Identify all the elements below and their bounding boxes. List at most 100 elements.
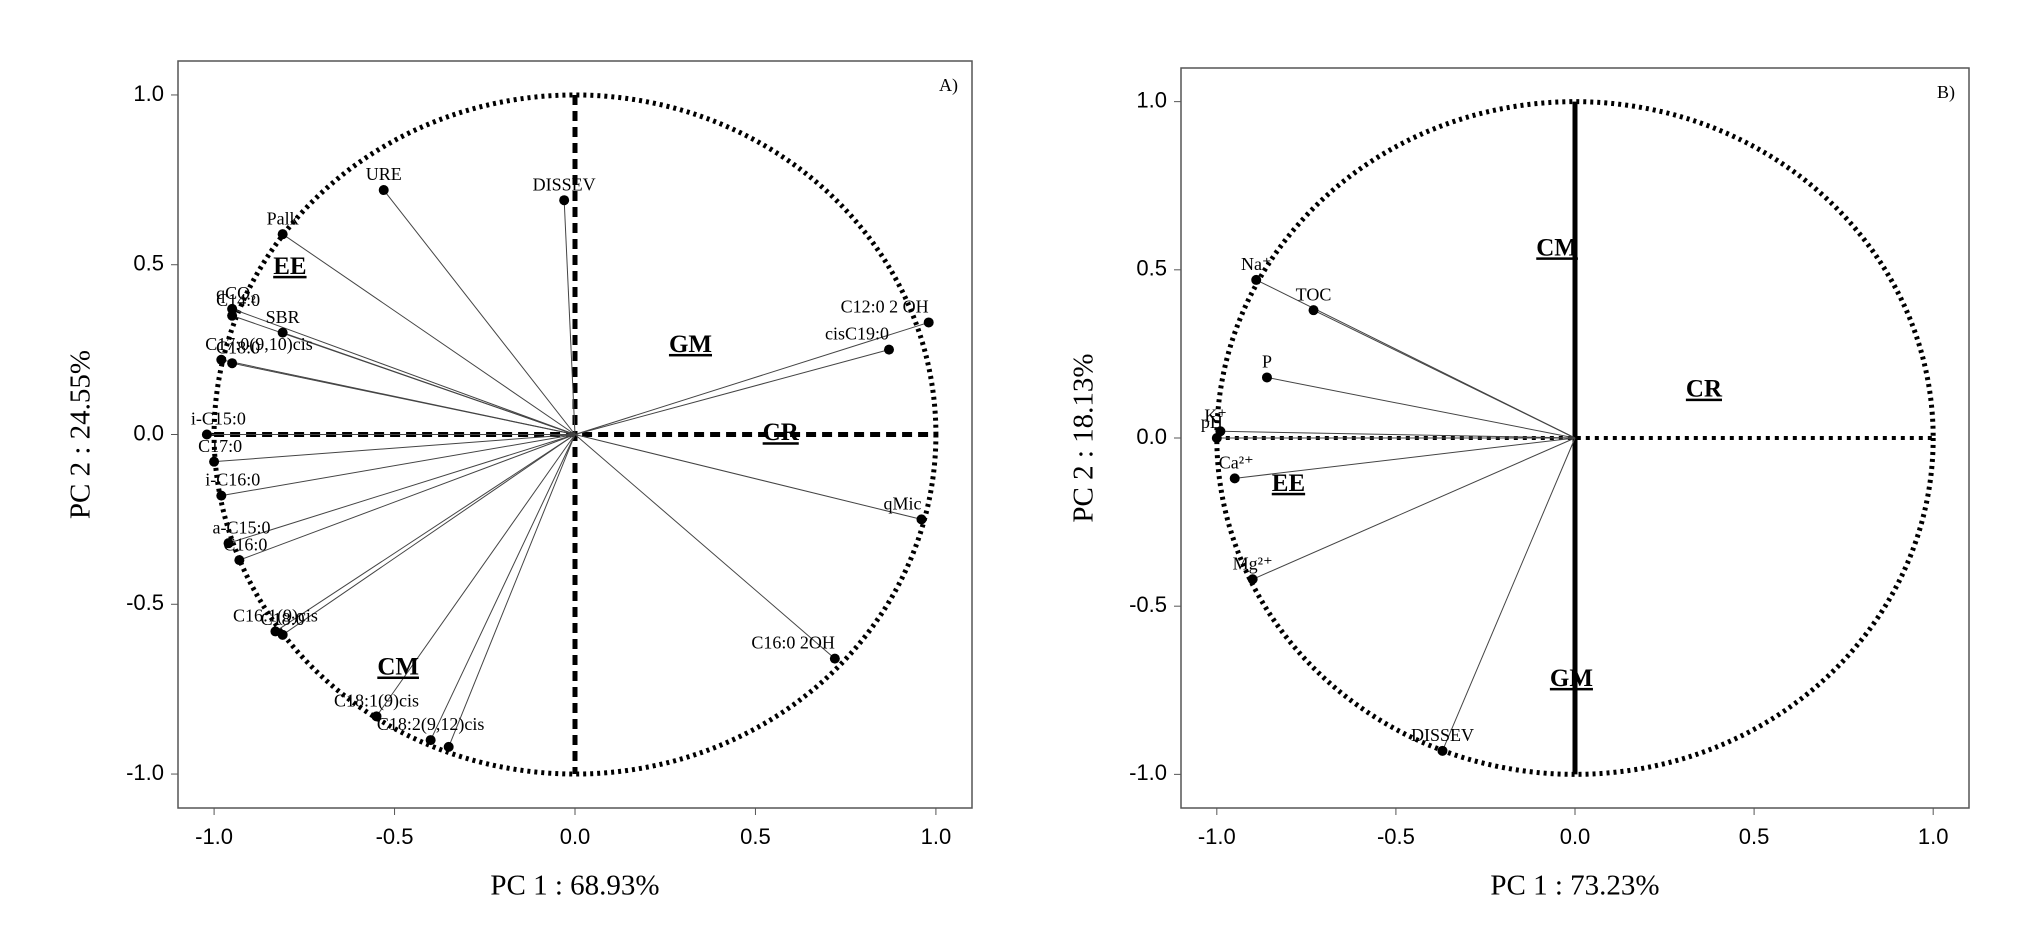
x-tick-label: 0.0 bbox=[560, 824, 591, 849]
x-tick-label: 0.0 bbox=[1560, 824, 1591, 849]
loading-vector bbox=[1220, 430, 1576, 439]
loading-point bbox=[227, 358, 238, 369]
loading-point bbox=[1308, 305, 1319, 316]
loading-vector bbox=[239, 434, 576, 561]
loading-vector bbox=[275, 434, 576, 632]
x-tick-label: 0.5 bbox=[740, 824, 771, 849]
y-tick-label: 0.0 bbox=[1136, 424, 1167, 449]
point-label: Palk bbox=[267, 208, 299, 228]
loading-point bbox=[1211, 433, 1222, 443]
y-tick-label: 0.5 bbox=[1136, 256, 1167, 281]
x-tick-label: -0.5 bbox=[1377, 824, 1415, 849]
point-label: qMic bbox=[883, 494, 921, 514]
group-label: GM bbox=[669, 331, 712, 358]
point-label: Mg²⁺ bbox=[1233, 553, 1273, 573]
point-label: cisC19:0 bbox=[825, 324, 889, 344]
loading-vector bbox=[232, 362, 576, 435]
panel-label: B) bbox=[1937, 82, 1955, 103]
loading-point bbox=[916, 514, 927, 525]
loading-point bbox=[1251, 274, 1262, 285]
x-tick-label: -0.5 bbox=[376, 824, 414, 849]
x-axis-title: PC 1 : 73.23% bbox=[1490, 870, 1659, 902]
loading-vector bbox=[574, 349, 890, 435]
loading-vector bbox=[221, 434, 576, 497]
loading-vector bbox=[1266, 376, 1576, 439]
loading-vector bbox=[376, 434, 576, 717]
point-label: K⁺ bbox=[1204, 405, 1227, 425]
point-label: qCO₂ bbox=[216, 283, 256, 303]
point-label: C16:1(9)cis bbox=[233, 606, 318, 627]
loading-point bbox=[216, 490, 227, 501]
y-tick-label: -0.5 bbox=[1129, 592, 1167, 617]
y-tick-label: -1.0 bbox=[1129, 760, 1167, 785]
loading-point bbox=[227, 310, 238, 321]
loading-vector bbox=[574, 434, 922, 520]
point-label: SBR bbox=[266, 307, 300, 327]
loading-point bbox=[371, 711, 382, 722]
loading-vector bbox=[383, 189, 576, 435]
point-label: C16:0 bbox=[223, 534, 267, 554]
x-tick-label: -1.0 bbox=[195, 824, 233, 849]
point-label: C17:0 bbox=[198, 436, 242, 456]
loading-vector bbox=[282, 233, 576, 435]
x-tick-label: 0.5 bbox=[1739, 824, 1770, 849]
loading-vector bbox=[282, 434, 576, 636]
loading-vector bbox=[1442, 437, 1576, 752]
loading-vector bbox=[228, 434, 576, 544]
loading-vector bbox=[282, 332, 576, 435]
loading-vector bbox=[231, 308, 576, 435]
point-label: C14:0 bbox=[216, 290, 260, 310]
unit-circle bbox=[1214, 99, 1936, 777]
y-axis-title: PC 2 : 24.55% bbox=[65, 350, 97, 519]
loading-point bbox=[1261, 372, 1272, 383]
point-label: URE bbox=[366, 164, 402, 184]
y-tick-label: -1.0 bbox=[126, 760, 164, 785]
loading-point bbox=[883, 344, 894, 355]
x-axis-title: PC 1 : 68.93% bbox=[490, 870, 659, 902]
group-label: CM bbox=[1536, 234, 1578, 261]
group-label: GM bbox=[1550, 665, 1593, 692]
group-label: CR bbox=[1686, 376, 1723, 403]
loading-vector bbox=[448, 434, 576, 748]
loading-point bbox=[234, 555, 245, 566]
loading-vector bbox=[214, 434, 576, 463]
group-label: CR bbox=[763, 419, 800, 446]
point-label: C18:0 bbox=[261, 609, 305, 629]
x-tick-label: 1.0 bbox=[921, 824, 952, 849]
group-label: CM bbox=[377, 654, 419, 681]
loading-point bbox=[378, 185, 389, 196]
point-label: Na⁺ bbox=[1241, 254, 1272, 274]
loading-point bbox=[425, 735, 436, 746]
loading-point bbox=[277, 629, 288, 640]
loading-point bbox=[277, 229, 288, 240]
point-label: C16:0 2OH bbox=[751, 633, 835, 653]
x-tick-label: -1.0 bbox=[1198, 824, 1236, 849]
loading-vector bbox=[563, 200, 576, 435]
point-label: C18:0 bbox=[216, 337, 260, 357]
point-label: C18:2(9,12)cis bbox=[377, 714, 485, 735]
point-label: Ca²⁺ bbox=[1219, 452, 1254, 472]
y-tick-label: 1.0 bbox=[133, 81, 164, 106]
point-label: i-C16:0 bbox=[205, 470, 260, 490]
point-label: C12:0 2 OH bbox=[841, 297, 929, 317]
panel-label: A) bbox=[939, 75, 958, 96]
group-label: EE bbox=[273, 253, 306, 280]
point-label: C18:1(9)cis bbox=[334, 690, 419, 711]
loading-vector bbox=[574, 321, 929, 435]
loading-vector bbox=[574, 434, 836, 659]
point-label: DISSEV bbox=[533, 174, 596, 194]
loading-vector bbox=[1234, 437, 1576, 479]
point-label: P bbox=[1262, 352, 1272, 372]
loading-point bbox=[829, 653, 840, 664]
point-label: i-C15:0 bbox=[191, 409, 246, 429]
loading-point bbox=[1437, 745, 1448, 756]
y-tick-label: 1.0 bbox=[1136, 87, 1167, 112]
x-tick-label: 1.0 bbox=[1918, 824, 1949, 849]
y-tick-label: -0.5 bbox=[126, 590, 164, 615]
loading-point bbox=[277, 327, 288, 338]
point-label: pH bbox=[1201, 412, 1223, 432]
loading-vector bbox=[430, 434, 576, 741]
loading-point bbox=[559, 195, 570, 206]
loading-point bbox=[1229, 473, 1240, 484]
